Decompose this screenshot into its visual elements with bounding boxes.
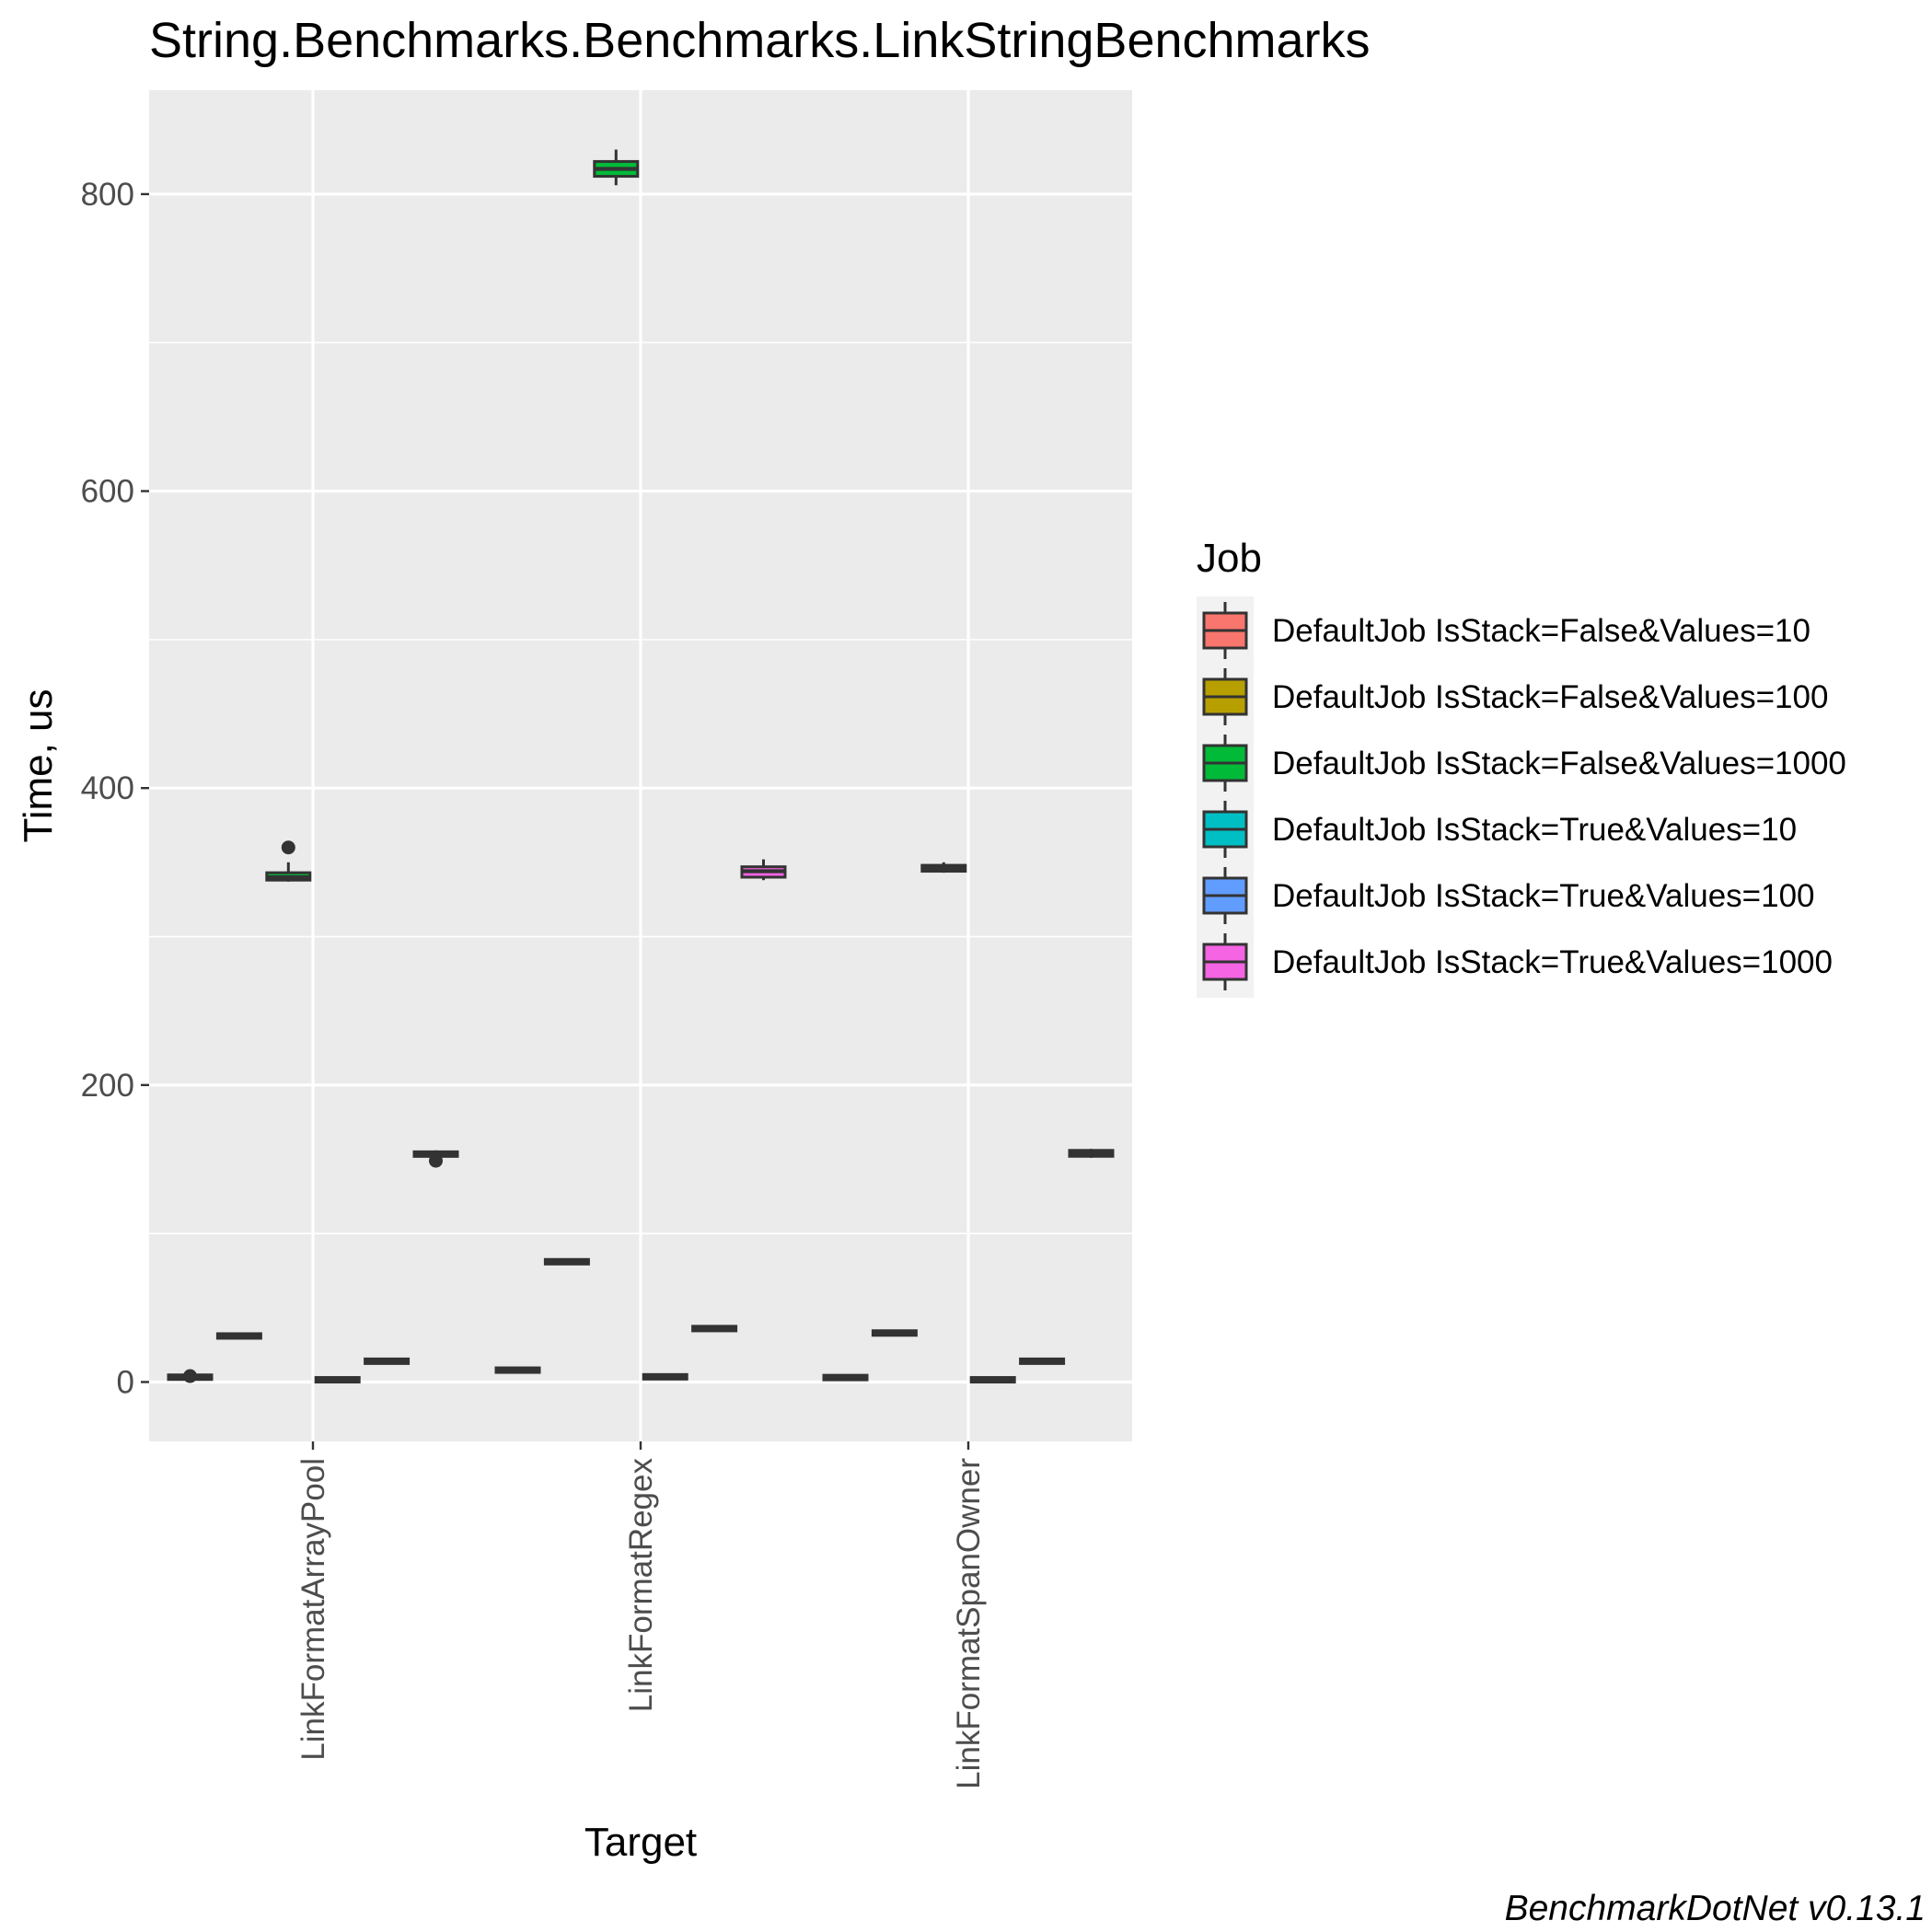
legend-label: DefaultJob IsStack=False&Values=10	[1272, 613, 1811, 649]
outlier-point	[429, 1153, 443, 1168]
box-1-LinkFormatSpanOwner	[822, 1373, 869, 1382]
legend-title: Job	[1197, 536, 1262, 581]
y-tick-label: 600	[81, 474, 134, 510]
y-axis: 0 200 400 600 800	[81, 177, 149, 1400]
legend-item: DefaultJob IsStack=False&Values=10	[1202, 602, 1811, 659]
box-3-LinkFormatRegex	[593, 149, 640, 186]
x-tick-label: LinkFormatRegex	[623, 1458, 659, 1713]
box-6-LinkFormatSpanOwner	[1068, 1149, 1115, 1158]
box-4-LinkFormatRegex	[642, 1372, 688, 1381]
y-axis-title: Time, us	[16, 688, 61, 842]
box-5-LinkFormatRegex	[691, 1325, 738, 1333]
legend-item: DefaultJob IsStack=False&Values=1000	[1202, 735, 1846, 792]
legend-label: DefaultJob IsStack=False&Values=100	[1272, 679, 1828, 715]
box-2-LinkFormatSpanOwner	[871, 1329, 918, 1337]
outlier-point	[281, 840, 295, 855]
legend-item: DefaultJob IsStack=False&Values=100	[1202, 668, 1828, 725]
x-axis-title: Target	[584, 1820, 697, 1865]
y-tick-label: 0	[117, 1364, 134, 1400]
box-6-LinkFormatRegex	[740, 859, 787, 881]
box-1-LinkFormatArrayPool	[167, 1369, 214, 1383]
y-tick-label: 400	[81, 770, 134, 806]
box-1-LinkFormatRegex	[494, 1366, 541, 1374]
chart-caption: BenchmarkDotNet v0.13.1	[1505, 1889, 1926, 1928]
legend-item: DefaultJob IsStack=True&Values=10	[1202, 801, 1797, 858]
box-3-LinkFormatSpanOwner	[920, 862, 967, 873]
legend: Job DefaultJob IsStack=False&Values=10 De…	[1197, 536, 1846, 998]
legend-label: DefaultJob IsStack=True&Values=100	[1272, 878, 1815, 914]
legend-label: DefaultJob IsStack=False&Values=1000	[1272, 746, 1846, 781]
box-3-LinkFormatArrayPool	[265, 840, 312, 882]
box-2-LinkFormatArrayPool	[215, 1332, 262, 1340]
legend-key-background	[1197, 596, 1254, 998]
y-tick-label: 800	[81, 177, 134, 213]
box-2-LinkFormatRegex	[543, 1257, 590, 1266]
y-tick-label: 200	[81, 1068, 134, 1104]
box-4-LinkFormatSpanOwner	[969, 1376, 1016, 1384]
box-6-LinkFormatArrayPool	[412, 1150, 459, 1168]
x-axis: LinkFormatArrayPool LinkFormatRegex LinkFo…	[295, 1441, 987, 1789]
box-5-LinkFormatArrayPool	[364, 1357, 411, 1365]
legend-item: DefaultJob IsStack=True&Values=100	[1202, 867, 1815, 924]
chart-title: String.Benchmarks.Benchmarks.LinkStringB…	[149, 13, 1371, 68]
box-5-LinkFormatSpanOwner	[1019, 1357, 1066, 1365]
x-tick-label: LinkFormatSpanOwner	[951, 1458, 987, 1789]
box-series-group	[167, 149, 1115, 1384]
outlier-point	[183, 1369, 197, 1383]
major-gridlines	[149, 90, 1132, 1441]
legend-label: DefaultJob IsStack=True&Values=10	[1272, 812, 1797, 848]
x-tick-label: LinkFormatArrayPool	[295, 1458, 331, 1761]
box-4-LinkFormatArrayPool	[314, 1376, 361, 1384]
legend-item: DefaultJob IsStack=True&Values=1000	[1202, 933, 1833, 990]
legend-label: DefaultJob IsStack=True&Values=1000	[1272, 944, 1833, 980]
